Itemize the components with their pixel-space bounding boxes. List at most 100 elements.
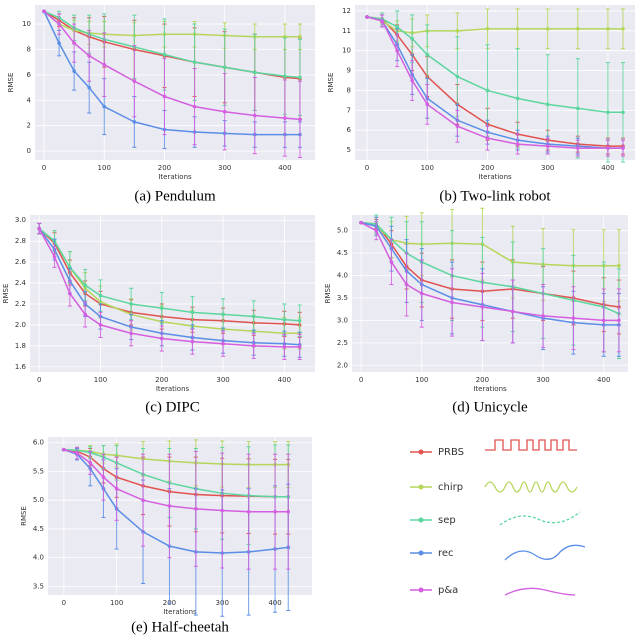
point (273, 509, 277, 514)
point (87, 85, 91, 90)
series (42, 9, 302, 158)
point (395, 25, 399, 29)
series (359, 220, 621, 353)
x-tick-label: 400 (278, 164, 291, 172)
point (606, 27, 610, 31)
y-tick-label: 6 (347, 126, 352, 134)
plot-background (352, 215, 628, 372)
series-line (43, 10, 300, 38)
point (283, 74, 287, 78)
caption: (b) Two-link robot (439, 188, 551, 204)
point (159, 336, 164, 341)
legend-entry: PRBS (410, 439, 577, 458)
point (298, 75, 302, 80)
series (37, 222, 302, 360)
series (365, 14, 625, 157)
point (545, 144, 550, 148)
point (102, 104, 107, 109)
y-tick-label: 10 (22, 20, 31, 28)
point (617, 263, 621, 268)
y-tick-label: 2.5 (337, 339, 348, 347)
point (282, 317, 287, 322)
point (571, 316, 576, 320)
point (221, 341, 225, 346)
point (98, 293, 103, 298)
y-tick-label: 2.2 (15, 300, 26, 308)
point (545, 27, 550, 31)
plot-background (35, 5, 315, 160)
point (621, 110, 625, 115)
series-line (366, 16, 623, 149)
point (190, 339, 195, 344)
panel: 5 6 7 8 9 10 11 12 0 100 200 300 400 Iterations RMSE (b… (327, 5, 635, 204)
point (365, 15, 369, 19)
point (68, 291, 72, 296)
point (419, 291, 424, 296)
point (282, 345, 287, 349)
y-tick-label: 2.6 (15, 258, 27, 266)
x-tick-label: 0 (365, 164, 369, 172)
point (380, 19, 384, 23)
legend-label: chirp (438, 482, 463, 493)
point (57, 22, 61, 26)
legend-entry: rec (410, 544, 586, 561)
x-tick-label: 200 (481, 164, 494, 172)
legend-label: PRBS (438, 447, 464, 458)
x-tick-label: 300 (216, 376, 229, 384)
y-tick-label: 1.8 (15, 342, 26, 350)
point (298, 34, 302, 39)
point (162, 52, 167, 57)
y-tick-label: 11 (342, 27, 351, 35)
point (75, 451, 79, 455)
point (515, 27, 520, 31)
plot-background (48, 437, 312, 595)
point (114, 486, 119, 491)
point (222, 65, 227, 70)
x-tick-label: 400 (601, 164, 614, 172)
y-tick-label: 4.5 (337, 249, 348, 257)
y-tick-label: 7 (347, 106, 351, 114)
point (480, 305, 485, 309)
point (395, 48, 399, 53)
caption: (e) Half-cheetah (131, 619, 229, 635)
caption: (d) Unicycle (452, 399, 528, 415)
point (485, 27, 490, 31)
point (52, 255, 57, 259)
point (87, 54, 91, 58)
point (190, 310, 195, 315)
legend-icon (504, 587, 576, 596)
point (222, 109, 227, 114)
x-tick-label: 100 (415, 376, 428, 384)
legend-swatch (418, 517, 424, 523)
point (621, 146, 625, 150)
point (425, 52, 430, 57)
point (297, 318, 302, 323)
series-line (361, 221, 620, 308)
series-line (43, 11, 300, 136)
x-tick-label: 200 (476, 376, 489, 384)
y-tick-label: 6.0 (33, 439, 44, 447)
series-line (366, 16, 623, 114)
panel: 2.0 2.5 3.0 3.5 4.0 4.5 5.0 0 100 200 300 400 Iterat… (324, 207, 628, 415)
series-line (63, 448, 289, 513)
point (129, 331, 133, 336)
point (129, 302, 133, 306)
x-tick-label: 400 (278, 376, 291, 384)
x-tick-label: 0 (62, 599, 66, 607)
point (192, 104, 197, 109)
y-tick-label: 5.5 (33, 467, 44, 475)
point (515, 142, 520, 146)
y-tick-label: 2.4 (15, 279, 27, 287)
y-tick-label: 3.0 (337, 316, 348, 324)
legend-label: p&a (438, 585, 458, 596)
y-tick-label: 3.0 (15, 216, 26, 224)
point (141, 498, 145, 503)
legend-icon (484, 481, 578, 493)
legend-swatch (418, 449, 424, 455)
point (83, 312, 87, 317)
x-tick-label: 100 (98, 164, 111, 172)
legend-entry: chirp (410, 481, 578, 493)
point (606, 110, 610, 115)
